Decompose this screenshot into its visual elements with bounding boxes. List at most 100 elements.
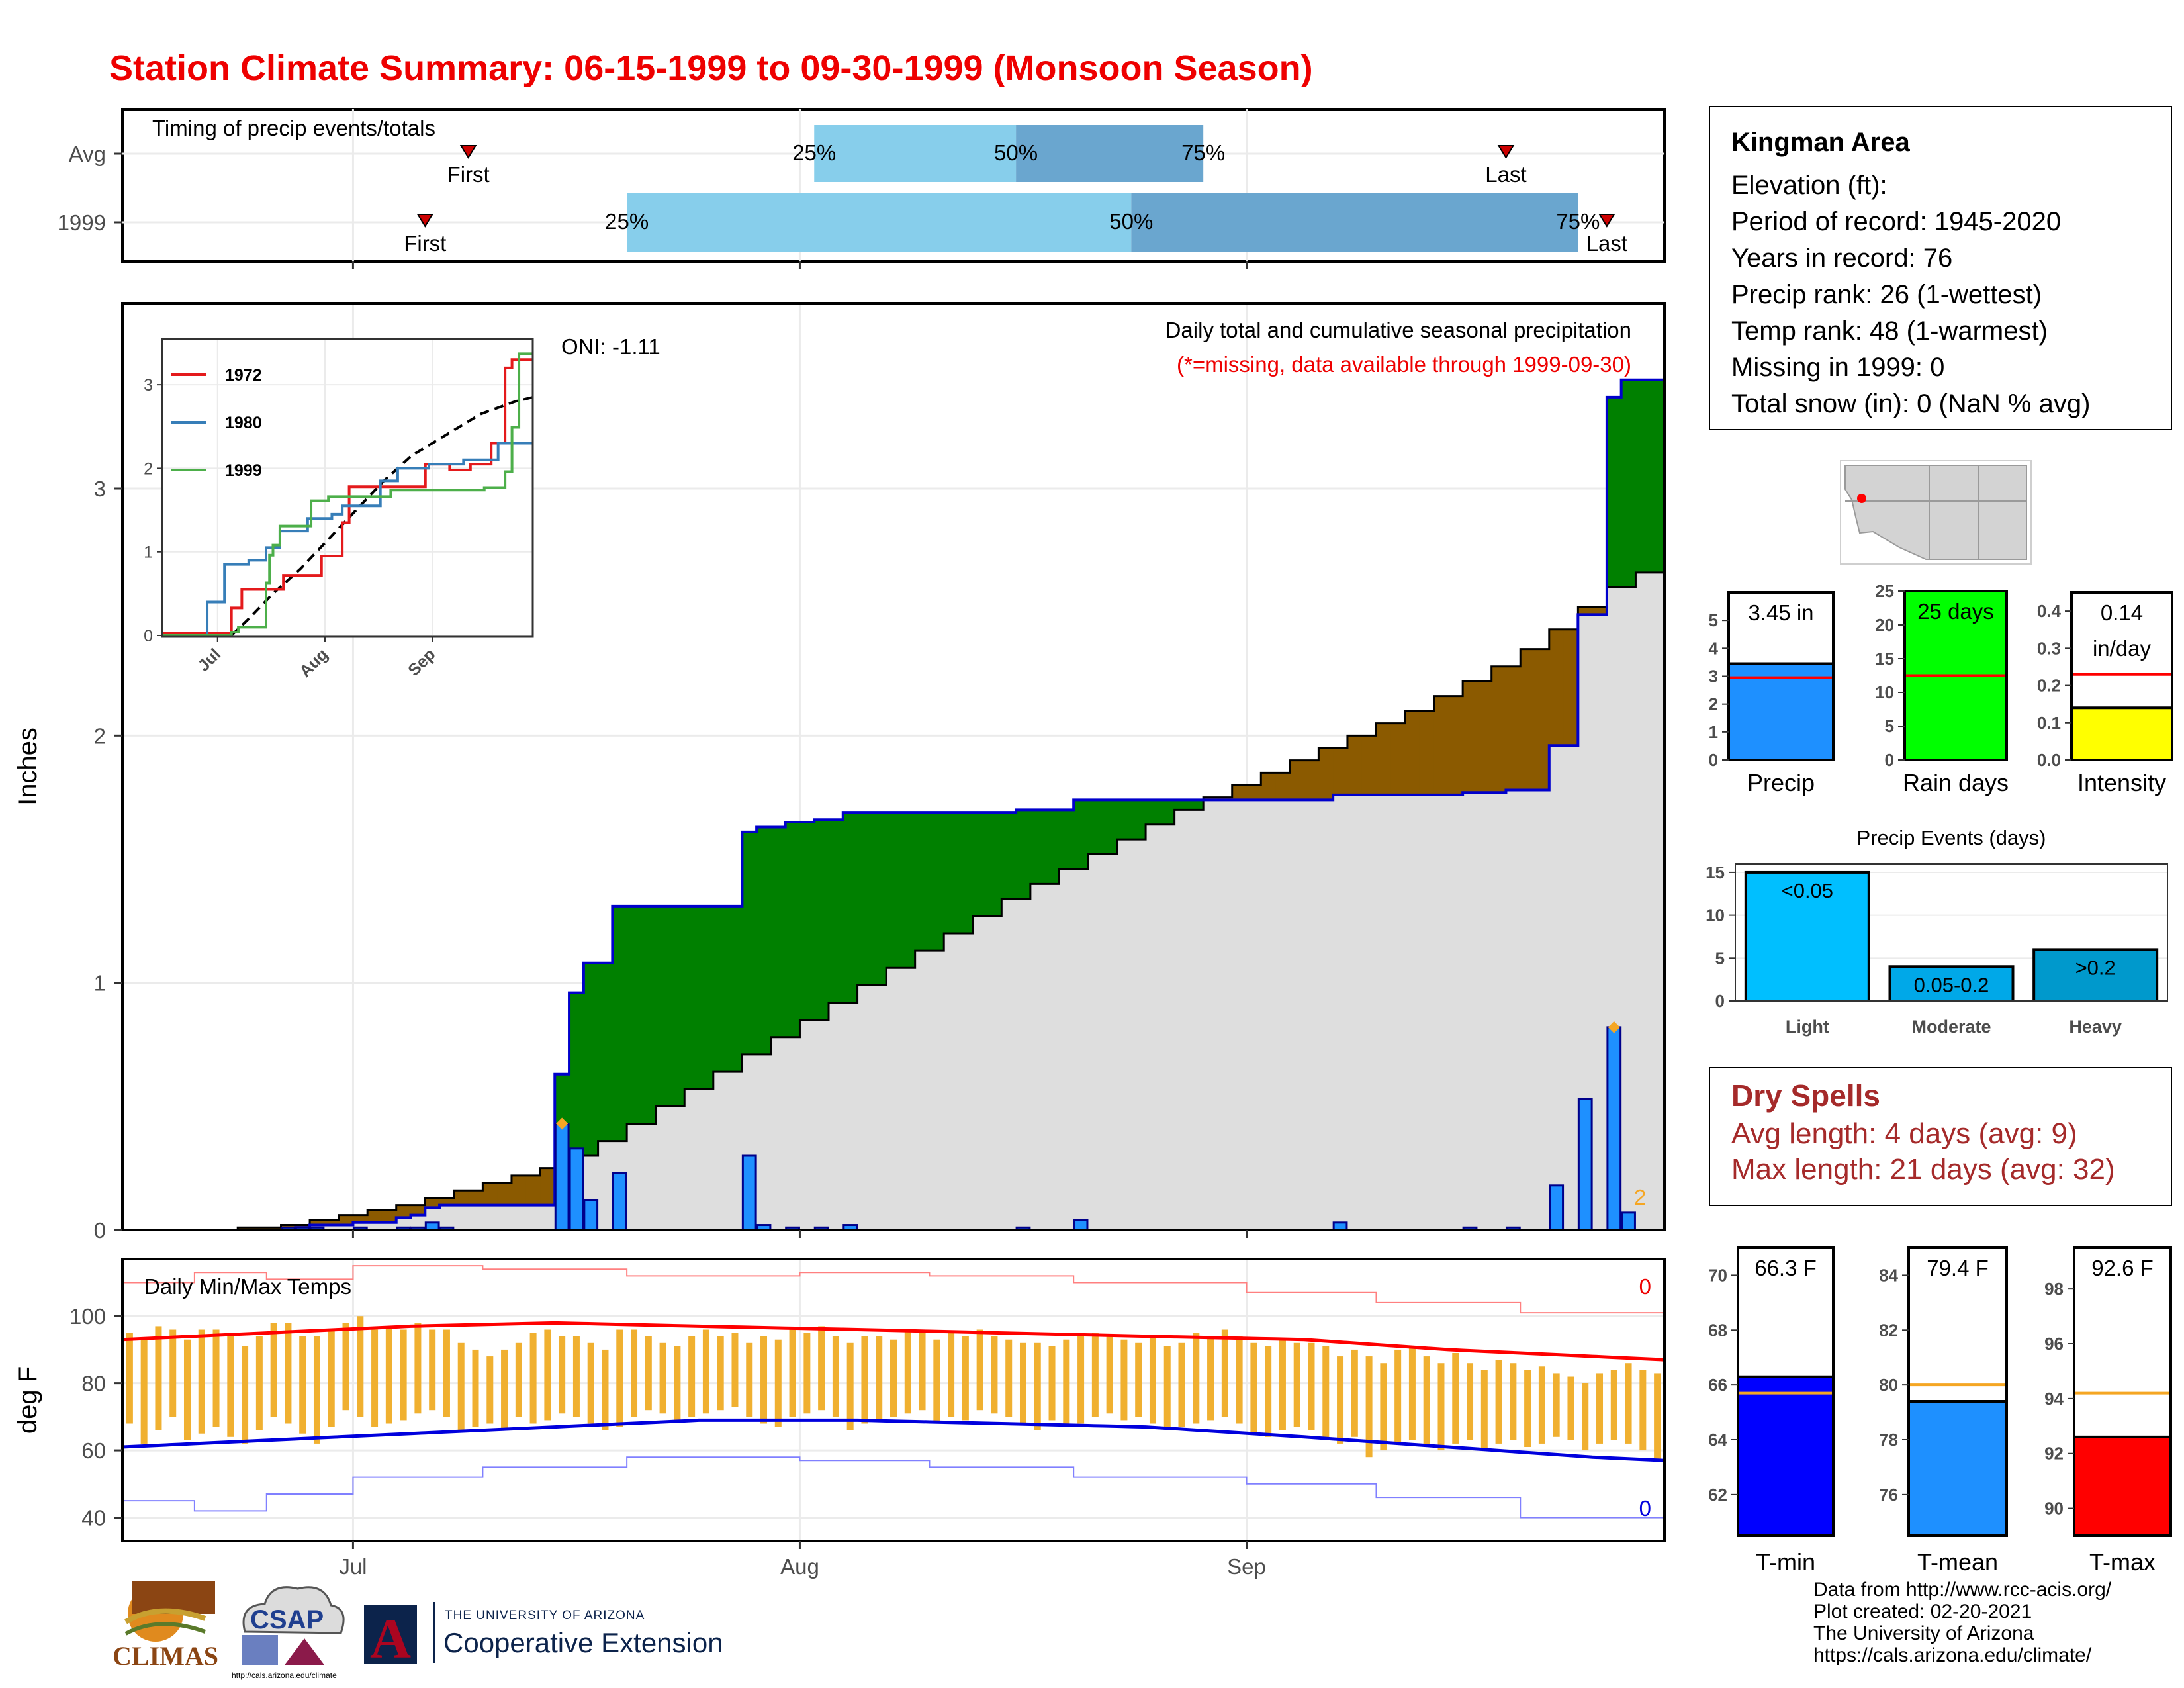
above-normal-area: [1189, 800, 1204, 810]
precip-events-category-label: Heavy: [2069, 1017, 2122, 1037]
daily-temp-bar: [1408, 1346, 1416, 1440]
above-normal-area: [1102, 800, 1118, 855]
daily-temp-bar: [198, 1329, 205, 1434]
timing-q75-label: 75%: [1181, 140, 1225, 165]
daily-temp-bar: [631, 1329, 638, 1417]
daily-temp-bar: [674, 1346, 681, 1421]
daily-temp-bar: [1048, 1346, 1056, 1421]
above-normal-area: [1059, 810, 1074, 869]
below-normal-area: [1304, 760, 1319, 800]
below-normal-area: [1289, 760, 1305, 800]
above-normal-area: [627, 906, 642, 1124]
above-normal-area: [583, 962, 599, 1156]
below-normal-area: [1390, 723, 1406, 795]
daily-temp-bar: [948, 1333, 955, 1417]
station-elevation: Elevation (ft):: [1731, 171, 1888, 200]
credits: Data from http://www.rcc-acis.org/ Plot …: [1813, 1579, 2111, 1666]
daily-temp-bar: [126, 1333, 133, 1424]
below-normal-area: [1477, 681, 1492, 793]
daily-temp-bar: [515, 1342, 522, 1417]
below-normal-area: [396, 1205, 412, 1218]
below-normal-area: [1246, 785, 1261, 800]
timing-first-marker: [459, 145, 477, 159]
csap-rain-icon: [242, 1635, 278, 1665]
above-normal-area: [612, 906, 627, 1141]
below-normal-area: [1419, 711, 1435, 795]
below-normal-area: [525, 1175, 541, 1205]
below-normal-area: [1463, 681, 1478, 793]
above-normal-area: [1030, 810, 1046, 884]
csap-url: http://cals.arizona.edu/climate: [232, 1671, 337, 1680]
daily-temp-bar: [1639, 1370, 1647, 1451]
credits-date: Plot created: 02-20-2021: [1813, 1601, 2032, 1622]
precip_total-y-tick-label: 5: [1709, 610, 1718, 630]
daily-temp-bar: [1380, 1363, 1387, 1451]
tmax-value-label: 92.6 F: [2091, 1256, 2154, 1280]
inset-y-tick-label: 0: [144, 627, 153, 645]
above-normal-area: [655, 906, 671, 1107]
tmin-y-tick-label: 66: [1708, 1375, 1727, 1395]
precip-events-y-tick-label: 5: [1715, 948, 1725, 968]
normal-max-line: [122, 1321, 1665, 1362]
daily-temp-bar: [486, 1356, 494, 1424]
above-normal-area: [987, 812, 1002, 916]
daily-temp-bar: [1221, 1329, 1228, 1417]
below-normal-area: [1376, 723, 1391, 795]
daily-temp-bar: [933, 1339, 940, 1424]
below-normal-area: [497, 1183, 512, 1205]
below-normal-area: [1535, 649, 1550, 790]
station-info-box: Kingman Area Elevation (ft): Period of r…: [1709, 106, 2172, 430]
above-normal-area: [929, 812, 944, 951]
daily-temp-bar: [688, 1336, 696, 1417]
daily-temp-bar: [962, 1336, 969, 1421]
below-normal-area: [381, 1210, 397, 1223]
daily-temp-bar: [342, 1323, 349, 1411]
climas-logo: CLIMAS: [113, 1581, 218, 1671]
ua-a-mark: [364, 1605, 417, 1664]
daily-temp-bar: [1019, 1342, 1026, 1424]
precip_total-bar: [1729, 663, 1833, 760]
daily-temp-bar: [1178, 1342, 1185, 1427]
intensity-y-tick-label: 0.0: [2037, 750, 2061, 770]
precip_total-label: Precip: [1747, 769, 1815, 796]
below-normal-area: [1448, 696, 1463, 795]
tmin-value-label: 66.3 F: [1754, 1256, 1817, 1280]
above-normal-area: [915, 812, 931, 951]
precip-events-category-label: Light: [1786, 1017, 1829, 1037]
csap-wordmark: CSAP: [250, 1605, 324, 1634]
above-normal-area: [829, 820, 844, 1003]
below-normal-area: [1405, 711, 1420, 795]
temps-y-axis-label: deg F: [13, 1366, 42, 1434]
daily-temp-bar: [357, 1316, 364, 1417]
above-normal-area: [785, 822, 801, 1037]
below-normal-area: [338, 1215, 354, 1225]
tmin-y-tick-label: 64: [1708, 1430, 1727, 1450]
tmean-y-tick-label: 78: [1879, 1430, 1898, 1450]
tmean-y-tick-label: 76: [1879, 1485, 1898, 1505]
precip-corner-value: 2: [1634, 1185, 1646, 1209]
rain_days-y-tick-label: 15: [1875, 649, 1894, 669]
record-max-line: [122, 1265, 1664, 1314]
intensity-label: Intensity: [2077, 769, 2166, 796]
above-normal-area: [799, 822, 815, 1020]
daily-temp-bar: [1308, 1342, 1315, 1430]
station-missing: Missing in 1999: 0: [1731, 353, 1945, 382]
daily-temp-bar: [1091, 1333, 1099, 1417]
inset-legend-label: 1999: [225, 461, 262, 480]
station-temp-rank: Temp rank: 48 (1-warmest): [1731, 316, 2048, 346]
station-years: Years in record: 76: [1731, 244, 1953, 273]
daily-temp-bar: [789, 1329, 796, 1417]
rain_days-label: Rain days: [1903, 769, 2009, 796]
temps-y-tick-label: 40: [81, 1506, 106, 1530]
station-location-marker: [1857, 494, 1866, 503]
below-normal-area: [1506, 666, 1521, 790]
daily-temp-bar: [1077, 1336, 1085, 1424]
tmax-y-tick-label: 94: [2044, 1389, 2064, 1409]
daily-temp-bar: [155, 1326, 162, 1430]
rain_days-y-tick-label: 20: [1875, 615, 1894, 635]
daily-temp-bar: [544, 1329, 551, 1421]
daily-temp-bar: [991, 1336, 998, 1414]
inset-frame: [161, 338, 534, 638]
csap-mountain-icon: [285, 1638, 324, 1665]
oni-label: ONI: -1.11: [561, 334, 660, 359]
